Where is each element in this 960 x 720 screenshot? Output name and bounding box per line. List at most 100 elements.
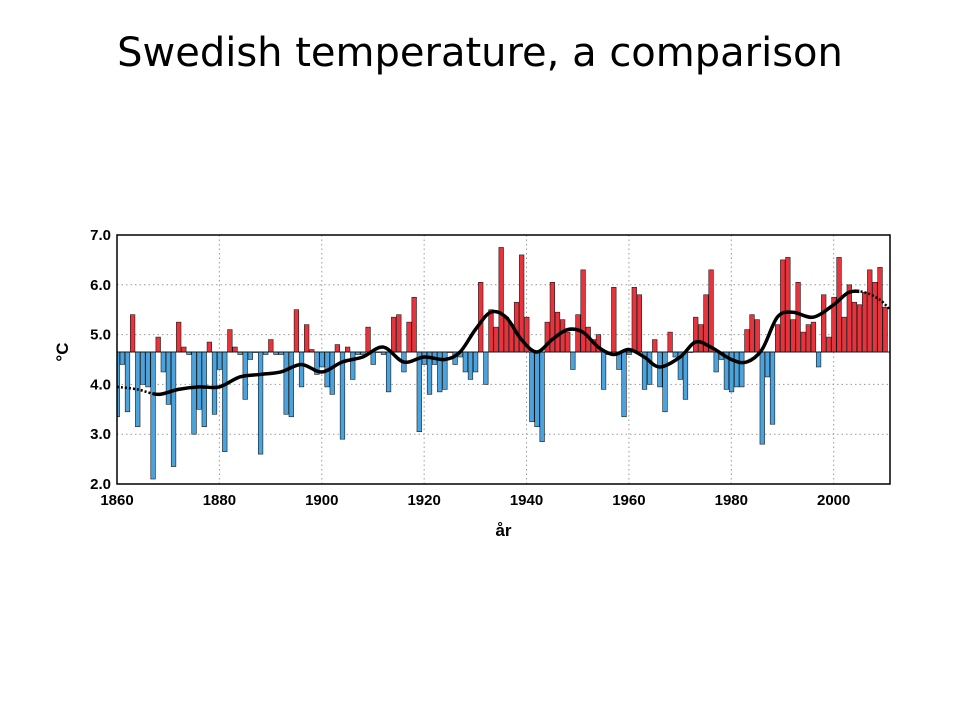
bar-above-mean [856,304,863,353]
bar-below-mean [570,351,576,370]
bar-below-mean [764,351,770,378]
bar-below-mean [483,351,489,385]
bar-below-mean [600,351,607,390]
y-tick-label: 3.0 [90,426,111,443]
bar-below-mean [140,351,146,385]
bar-above-mean [232,346,238,353]
bar-below-mean [467,351,474,380]
bar-above-mean [488,309,494,353]
bar-below-mean [416,351,422,433]
bar-below-mean [539,351,545,442]
bar-above-mean [790,319,796,353]
bar-above-mean [565,331,571,353]
bar-above-mean [580,269,586,353]
bar-above-mean [304,324,310,353]
bar-above-mean [206,341,213,353]
y-tick-label: 2.0 [90,476,111,493]
bar-above-mean [334,344,340,353]
bar-above-mean [805,324,811,353]
bar-below-mean [534,351,540,428]
bars [116,247,888,480]
bar-above-mean [780,259,786,353]
bar-above-mean [636,294,643,353]
bar-below-mean [815,351,822,368]
bar-below-mean [119,351,125,365]
x-tick-labels: 1860 1880 1900 1920 1940 1960 1980 2000 [100,492,850,509]
bar-above-mean [795,282,801,353]
bar-below-mean [145,351,151,388]
bar-above-mean [498,247,504,353]
bar-below-mean [529,351,535,423]
bar-below-mean [211,351,218,415]
bar-above-mean [754,319,760,353]
slide-title: Swedish temperature, a comparison [117,30,843,76]
bar-below-mean [370,351,376,365]
x-tick-label: 1940 [510,492,543,509]
bar-below-mean [283,351,289,415]
bar-above-mean [708,269,714,353]
bar-below-mean [759,351,765,445]
bar-below-mean [739,351,745,388]
y-tick-labels: 2.0 3.0 4.0 5.0 6.0 7.0 [90,227,111,493]
x-tick-label: 1980 [715,492,748,509]
bar-below-mean [170,351,177,467]
bar-above-mean [227,329,233,353]
bar-below-mean [647,351,653,385]
bar-above-mean [877,267,883,353]
bar-below-mean [657,351,663,388]
x-tick-label: 1960 [612,492,645,509]
bar-below-mean [734,351,740,388]
bar-above-mean [293,309,300,353]
bar-above-mean [176,321,182,353]
bar-below-mean [472,351,479,373]
x-tick-label: 1900 [305,492,338,509]
bar-above-mean [698,324,704,353]
y-tick-label: 7.0 [90,227,111,244]
bar-above-mean [652,339,658,353]
bar-above-mean [872,282,878,353]
bar-above-mean [841,316,847,353]
bar-above-mean [503,316,509,353]
bar-below-mean [247,351,253,360]
bar-above-mean [882,306,888,353]
bar-above-mean [611,286,617,353]
bar-below-mean [257,351,264,455]
bar-above-mean [478,282,484,353]
x-tick-label: 2000 [817,492,850,509]
bar-below-mean [150,351,156,480]
bar-above-mean [800,331,806,353]
bar-above-mean [810,321,817,353]
smoothed-curve [116,289,891,397]
bar-below-mean [339,351,346,440]
bar-below-mean [191,351,197,435]
y-tick-label: 5.0 [90,327,111,344]
bar-above-mean [391,316,397,353]
bar-below-mean [288,351,294,418]
bar-below-mean [217,351,223,370]
bar-below-mean [222,351,228,452]
bar-above-mean [862,291,868,353]
bar-above-mean [667,331,673,353]
bar-below-mean [319,351,325,368]
bar-above-mean [365,326,371,353]
bar-above-mean [155,336,161,353]
bar-above-mean [867,269,873,353]
bar-below-mean [329,351,335,395]
x-tick-label: 1880 [203,492,236,509]
bar-above-mean [268,339,274,353]
bar-above-mean [836,257,842,353]
bar-above-mean [406,321,412,353]
bar-above-mean [560,319,566,353]
bar-below-mean [350,351,356,380]
bar-below-mean [124,351,131,413]
bar-above-mean [181,346,187,353]
bar-above-mean [744,329,750,353]
bar-below-mean [662,351,668,413]
x-tick-label: 1920 [407,492,440,509]
bar-below-mean [769,351,776,425]
bar-above-mean [821,294,827,353]
bar-above-mean [693,316,699,353]
bar-below-mean [196,351,202,410]
bar-below-mean [462,351,468,373]
